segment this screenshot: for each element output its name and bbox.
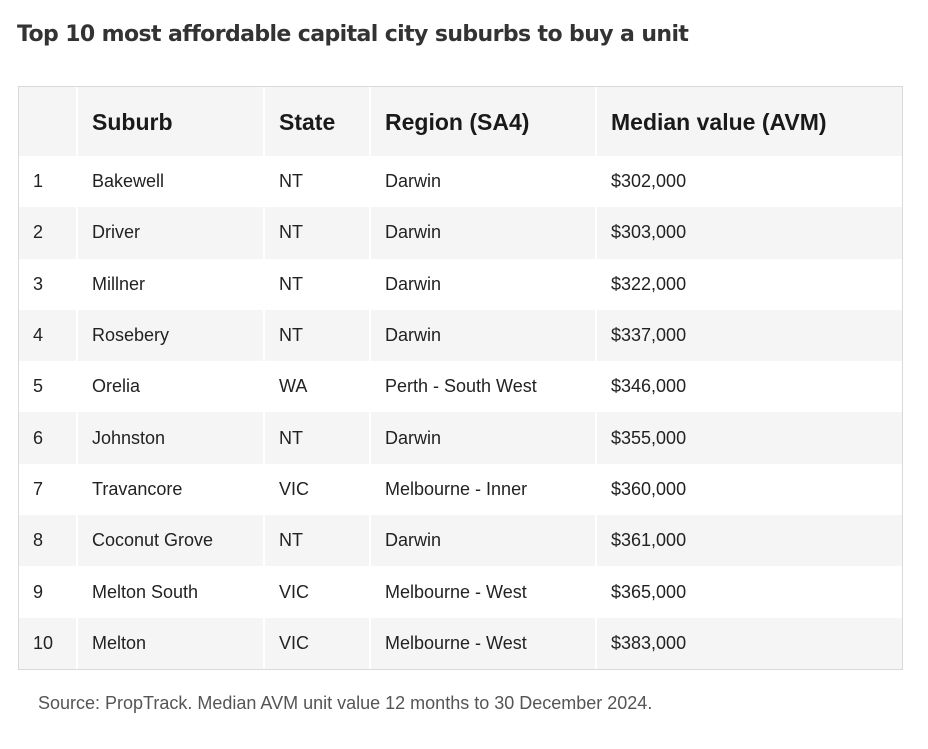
state-cell: NT bbox=[263, 207, 370, 259]
table-row: 7 Travancore VIC Melbourne - Inner $360,… bbox=[19, 463, 902, 516]
region-cell: Darwin bbox=[369, 515, 596, 567]
table-row: 8 Coconut Grove NT Darwin $361,000 bbox=[19, 515, 902, 567]
table-row: 10 Melton VIC Melbourne - West $383,000 bbox=[19, 617, 902, 669]
source-note: Source: PropTrack. Median AVM unit value… bbox=[38, 693, 653, 713]
suburb-cell: Driver bbox=[76, 207, 264, 259]
table-row: 2 Driver NT Darwin $303,000 bbox=[19, 207, 902, 259]
rank-cell: 1 bbox=[33, 171, 44, 192]
suburb-cell: Melton bbox=[76, 617, 264, 669]
rank-cell: 3 bbox=[33, 273, 44, 294]
table-row: 5 Orelia WA Perth - South West $346,000 bbox=[19, 361, 902, 413]
header-rank bbox=[19, 87, 77, 156]
rank-cell: 10 bbox=[33, 632, 54, 653]
state-cell: VIC bbox=[263, 463, 370, 516]
suburb-cell: Rosebery bbox=[76, 309, 264, 362]
table-row: 3 Millner NT Darwin $322,000 bbox=[19, 258, 902, 310]
median-value-cell: $346,000 bbox=[595, 361, 902, 413]
region-cell: Perth - South West bbox=[369, 361, 596, 413]
state-cell: NT bbox=[263, 156, 370, 208]
table-header-row: Suburb State Region (SA4) Median value (… bbox=[19, 87, 902, 156]
table-row: 1 Bakewell NT Darwin $302,000 bbox=[19, 156, 902, 208]
suburbs-table-container: Suburb State Region (SA4) Median value (… bbox=[18, 86, 903, 670]
suburb-cell: Travancore bbox=[76, 463, 264, 516]
rank-cell: 4 bbox=[33, 325, 44, 346]
state-cell: WA bbox=[263, 361, 370, 413]
median-value-cell: $355,000 bbox=[595, 412, 902, 464]
region-cell: Darwin bbox=[369, 207, 596, 259]
region-cell: Melbourne - West bbox=[369, 617, 596, 669]
median-value-cell: $383,000 bbox=[595, 617, 902, 669]
state-cell: VIC bbox=[263, 566, 370, 618]
header-suburb: Suburb bbox=[76, 87, 264, 156]
state-cell: NT bbox=[263, 258, 370, 310]
page-title: Top 10 most affordable capital city subu… bbox=[17, 22, 689, 47]
suburb-cell: Orelia bbox=[76, 361, 264, 413]
median-value-cell: $302,000 bbox=[595, 156, 902, 208]
median-value-cell: $303,000 bbox=[595, 207, 902, 259]
median-value-cell: $361,000 bbox=[595, 515, 902, 567]
median-value-cell: $365,000 bbox=[595, 566, 902, 618]
region-cell: Melbourne - West bbox=[369, 566, 596, 618]
rank-cell: 9 bbox=[33, 581, 44, 602]
region-cell: Melbourne - Inner bbox=[369, 463, 596, 516]
median-value-cell: $337,000 bbox=[595, 309, 902, 362]
rank-cell: 8 bbox=[33, 530, 44, 551]
state-cell: NT bbox=[263, 412, 370, 464]
suburb-cell: Coconut Grove bbox=[76, 515, 264, 567]
region-cell: Darwin bbox=[369, 156, 596, 208]
rank-cell: 5 bbox=[33, 376, 44, 397]
region-cell: Darwin bbox=[369, 412, 596, 464]
header-median-value: Median value (AVM) bbox=[595, 87, 902, 156]
suburb-cell: Melton South bbox=[76, 566, 264, 618]
rank-cell: 2 bbox=[33, 222, 44, 243]
header-state: State bbox=[263, 87, 370, 156]
suburbs-table: Suburb State Region (SA4) Median value (… bbox=[19, 87, 902, 669]
suburb-cell: Bakewell bbox=[76, 156, 264, 208]
header-region: Region (SA4) bbox=[369, 87, 596, 156]
median-value-cell: $322,000 bbox=[595, 258, 902, 310]
table-row: 4 Rosebery NT Darwin $337,000 bbox=[19, 309, 902, 362]
rank-cell: 7 bbox=[33, 478, 44, 499]
state-cell: VIC bbox=[263, 617, 370, 669]
region-cell: Darwin bbox=[369, 309, 596, 362]
rank-cell: 6 bbox=[33, 427, 44, 448]
suburb-cell: Johnston bbox=[76, 412, 264, 464]
state-cell: NT bbox=[263, 309, 370, 362]
table-row: 9 Melton South VIC Melbourne - West $365… bbox=[19, 566, 902, 618]
table-row: 6 Johnston NT Darwin $355,000 bbox=[19, 412, 902, 464]
median-value-cell: $360,000 bbox=[595, 463, 902, 516]
region-cell: Darwin bbox=[369, 258, 596, 310]
suburb-cell: Millner bbox=[76, 258, 264, 310]
state-cell: NT bbox=[263, 515, 370, 567]
